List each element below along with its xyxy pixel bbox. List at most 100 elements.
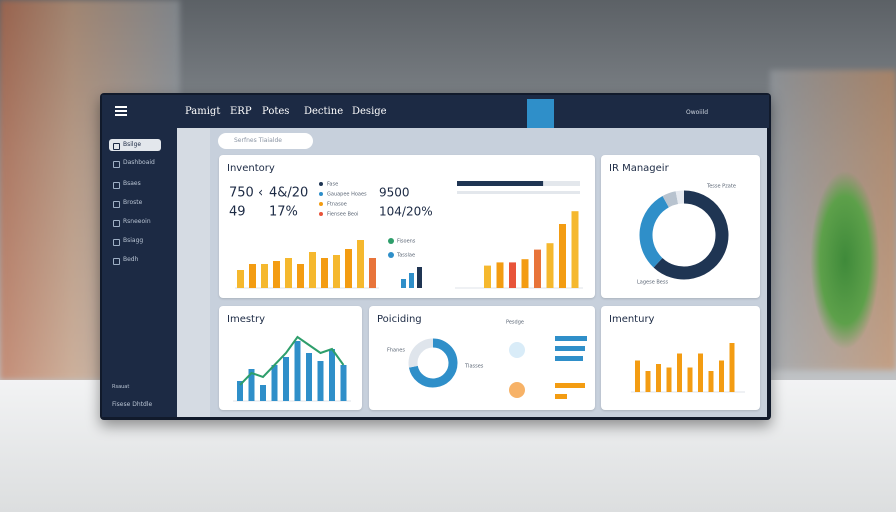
app-tab[interactable]	[527, 99, 554, 128]
bar	[555, 394, 567, 399]
bar	[555, 336, 587, 341]
panel-title: Poiciding	[377, 314, 422, 325]
bar	[345, 249, 352, 288]
sidebar-footer[interactable]: Fisese Dhtdle	[112, 401, 153, 408]
bar	[329, 349, 335, 401]
donut-segment	[653, 190, 729, 280]
nav-item[interactable]: Pamigt	[185, 106, 221, 117]
bar	[260, 385, 266, 401]
bar	[719, 360, 724, 392]
bar	[321, 258, 328, 288]
bar	[534, 249, 541, 288]
sidebar-icon	[113, 258, 120, 265]
bar	[687, 367, 693, 392]
donut-label: Tesse Pzate	[706, 184, 736, 190]
panel-canvas: IR Manageir Tesse Pzate Lagese Bess	[609, 163, 736, 286]
bar	[559, 224, 566, 288]
donut-segment	[408, 338, 434, 368]
bar	[237, 381, 243, 401]
legend-label: Fase	[327, 182, 338, 188]
bar	[708, 371, 714, 392]
nav-item[interactable]: Potes	[262, 106, 290, 117]
menu-icon[interactable]	[115, 110, 127, 112]
sidebar-item[interactable]: Bsaes	[123, 180, 141, 187]
sidebar-footer-top[interactable]: Rsauat	[112, 384, 130, 390]
bar	[509, 262, 516, 288]
legend-dot	[319, 212, 323, 216]
panel: Inventory 750 ‹ 4&/20 49 17% Fase Gauapee Hoae…	[219, 155, 595, 298]
legend-dot	[388, 252, 394, 258]
bar	[645, 371, 651, 392]
sidebar-item[interactable]: Dashboaid	[123, 159, 155, 166]
kpi-value: 9500	[379, 186, 410, 200]
panel-canvas: Inventory 750 ‹ 4&/20 49 17% Fase Gauapee Hoae…	[227, 163, 583, 289]
donut-label: Lagese Bess	[637, 280, 668, 286]
bar	[417, 267, 422, 288]
sidebar-item[interactable]: Rsneeoin	[123, 218, 151, 225]
bar	[306, 353, 312, 401]
legend-dot	[319, 192, 323, 196]
legend-label: Fiensee Beoi	[327, 212, 358, 218]
sidebar-item[interactable]: Broste	[123, 199, 143, 206]
bar	[677, 353, 682, 392]
sidebar-icon	[113, 201, 120, 208]
bar	[237, 270, 244, 288]
stat-value: 17%	[269, 205, 298, 220]
sidebar	[102, 128, 177, 417]
bar	[496, 262, 504, 288]
sidebar-item[interactable]: Bsiagg	[123, 237, 144, 244]
sidebar-icon	[113, 143, 120, 150]
legend-label: Gauapee Hoaes	[327, 192, 367, 198]
nav-item[interactable]: ERP	[230, 106, 252, 117]
bar	[340, 365, 347, 401]
bar	[369, 258, 376, 288]
donut-segment	[675, 190, 685, 205]
bar	[271, 365, 278, 401]
bar	[285, 258, 292, 288]
search-box[interactable]: Serfnes Tiaialde	[218, 133, 313, 149]
panel-title: IR Manageir	[609, 163, 670, 174]
bar	[261, 264, 268, 288]
sidebar-active[interactable]	[109, 139, 161, 151]
panel: Poiciding Pesdge Fhanes Tlasses	[369, 306, 595, 410]
bar	[698, 353, 703, 392]
legend-dot	[388, 238, 394, 244]
kpi-value: 104/20%	[379, 205, 433, 219]
bar	[555, 356, 583, 361]
sidebar-icon	[113, 239, 120, 246]
panel-title: Imestry	[227, 314, 265, 325]
bar	[317, 361, 324, 401]
bar	[555, 383, 585, 388]
nav-item[interactable]: Dectine	[304, 106, 344, 117]
user-name[interactable]: Owoiild	[686, 109, 709, 116]
icon	[509, 342, 525, 358]
sidebar-icon	[113, 220, 120, 227]
bar	[666, 367, 672, 392]
bar	[297, 264, 304, 288]
line-series	[239, 335, 345, 386]
panel-canvas: Imestry	[227, 314, 351, 402]
bar	[401, 279, 406, 288]
bar	[249, 264, 256, 288]
chart-label: Tlasses	[464, 364, 484, 370]
panel-title: Inventory	[227, 163, 275, 174]
sidebar-icon	[113, 161, 120, 168]
bar	[635, 360, 640, 392]
sidebar-item[interactable]: Bsilge	[123, 141, 142, 148]
plant	[810, 170, 880, 350]
sidebar-item[interactable]: Bedh	[123, 256, 139, 263]
donut-segment	[408, 338, 458, 388]
legend-dot	[319, 202, 323, 206]
sidebar-icon	[113, 182, 120, 189]
bar	[546, 243, 554, 288]
legend-label: Ftnasoe	[327, 202, 347, 208]
panel: Imestry	[219, 306, 362, 410]
progress-fill	[457, 181, 544, 186]
nav-item[interactable]: Desige	[352, 106, 387, 117]
bar	[571, 211, 579, 288]
progress-track	[457, 191, 580, 194]
panel-canvas: Poiciding Pesdge Fhanes Tlasses	[377, 314, 587, 399]
chart-label: Pesdge	[506, 320, 524, 326]
stat-value: 750 ‹	[229, 186, 263, 201]
